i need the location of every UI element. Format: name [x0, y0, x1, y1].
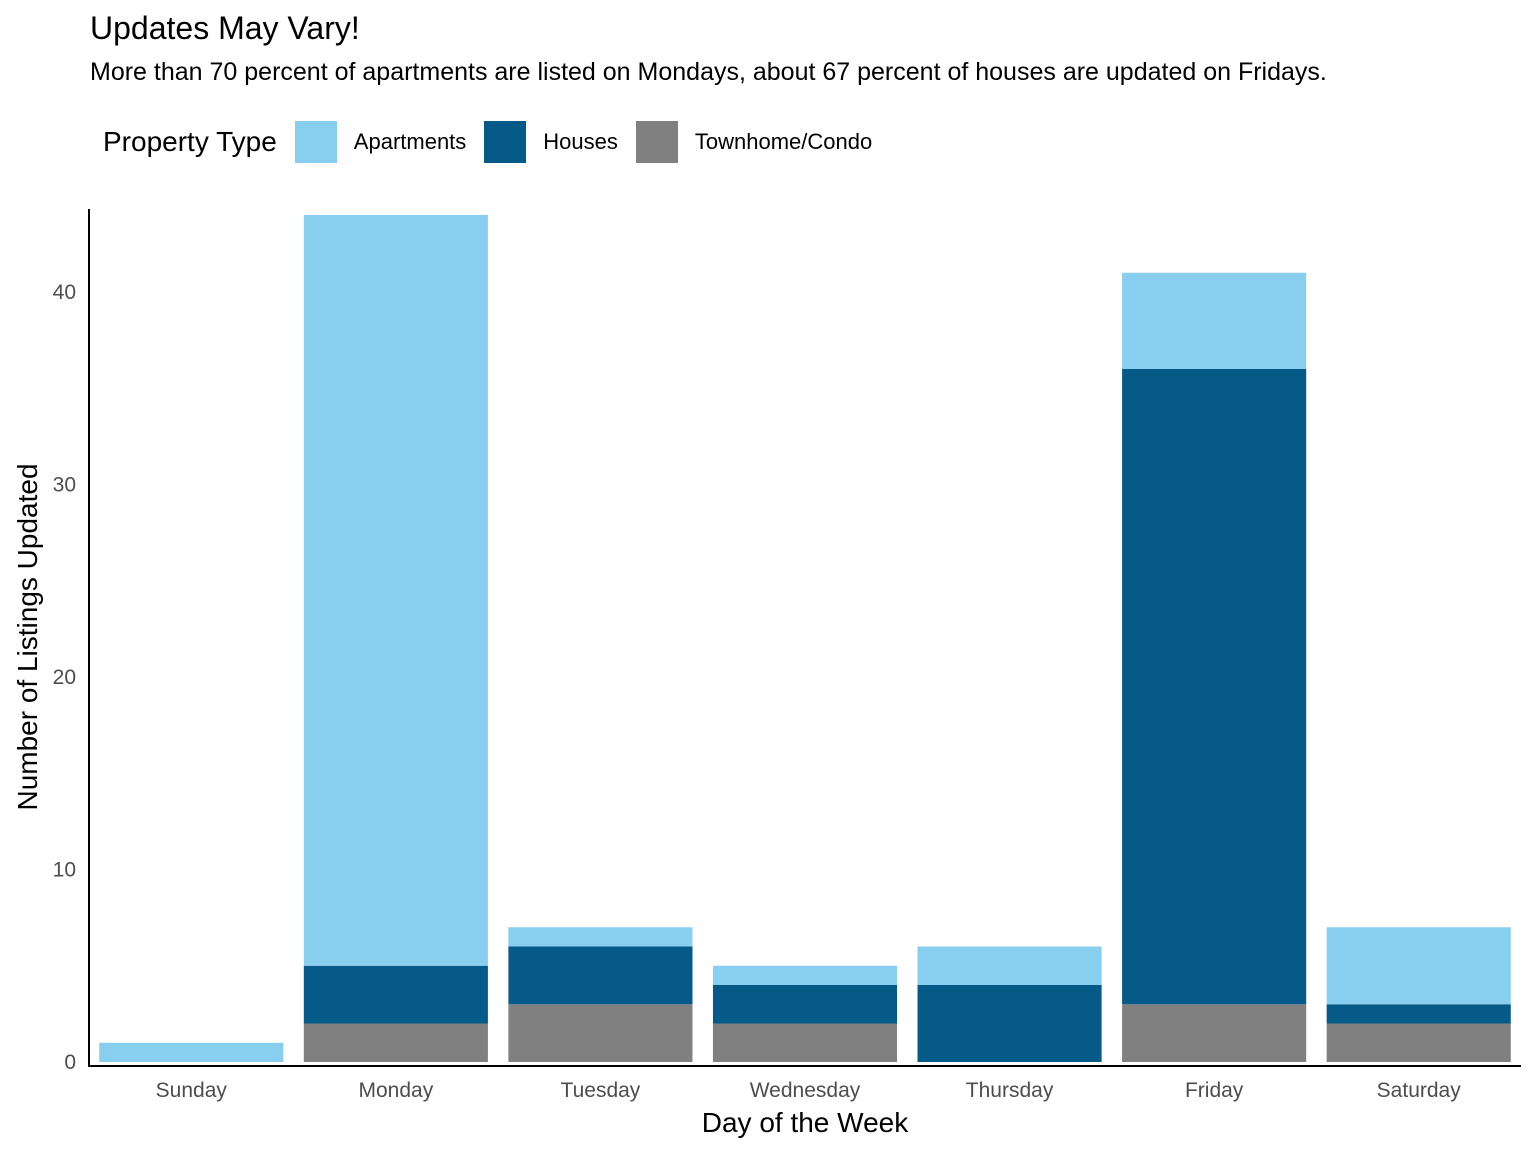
bar-tuesday-houses: [508, 946, 693, 1005]
x-axis-title: Day of the Week: [702, 1107, 909, 1138]
legend: Property Type Apartments Houses Townhome…: [103, 120, 890, 163]
bar-monday-apartments: [303, 215, 488, 966]
bar-friday-townhome-condo: [1122, 1004, 1307, 1062]
y-axis-title: Number of Listings Updated: [12, 463, 43, 810]
x-tick-label-saturday: Saturday: [1377, 1079, 1462, 1102]
bars-layer: [99, 215, 1511, 1062]
y-tick-label-10: 10: [53, 859, 76, 882]
bar-sunday-apartments: [99, 1042, 284, 1062]
x-tick-label-tuesday: Tuesday: [561, 1079, 641, 1102]
chart-title: Updates May Vary!: [90, 10, 360, 46]
legend-item-houses: Houses: [484, 120, 618, 163]
bar-wednesday-houses: [712, 985, 898, 1024]
bar-saturday-townhome-condo: [1326, 1023, 1511, 1062]
bar-monday-houses: [303, 965, 488, 1024]
legend-key-townhome-condo: [635, 120, 678, 163]
y-tick-label-20: 20: [53, 666, 76, 689]
bar-tuesday-townhome-condo: [508, 1004, 693, 1062]
y-tick-label-30: 30: [53, 474, 76, 497]
legend-label-houses: Houses: [543, 128, 618, 154]
bar-saturday-houses: [1326, 1004, 1511, 1024]
bar-wednesday-apartments: [712, 965, 898, 985]
x-tick-labels: Sunday Monday Tuesday Wednesday Thursday Frid…: [156, 1079, 1462, 1102]
bar-saturday-apartments: [1326, 927, 1511, 1005]
bar-friday-houses: [1122, 369, 1307, 1005]
bar-monday-townhome-condo: [303, 1023, 488, 1062]
y-tick-label-40: 40: [53, 281, 76, 304]
legend-key-houses: [484, 120, 527, 163]
legend-label-townhome-condo: Townhome/Condo: [694, 128, 873, 154]
x-tick-label-friday: Friday: [1185, 1079, 1244, 1102]
x-tick-label-monday: Monday: [359, 1079, 434, 1102]
legend-key-apartments: [294, 120, 337, 163]
bar-thursday-apartments: [917, 946, 1102, 985]
bar-thursday-houses: [917, 985, 1102, 1062]
x-tick-label-wednesday: Wednesday: [750, 1079, 861, 1102]
legend-item-apartments: Apartments: [294, 120, 467, 163]
bar-wednesday-townhome-condo: [712, 1023, 898, 1062]
legend-label-apartments: Apartments: [353, 128, 467, 154]
bar-tuesday-apartments: [508, 927, 693, 947]
x-tick-label-sunday: Sunday: [156, 1079, 228, 1102]
y-tick-label-0: 0: [64, 1051, 76, 1074]
y-tick-labels: 0 10 20 30 40: [53, 281, 76, 1074]
legend-item-townhome-condo: Townhome/Condo: [635, 120, 873, 163]
legend-title: Property Type: [103, 125, 277, 157]
chart-subtitle: More than 70 percent of apartments are l…: [90, 58, 1327, 86]
bar-friday-apartments: [1122, 272, 1307, 369]
x-tick-label-thursday: Thursday: [966, 1079, 1054, 1102]
